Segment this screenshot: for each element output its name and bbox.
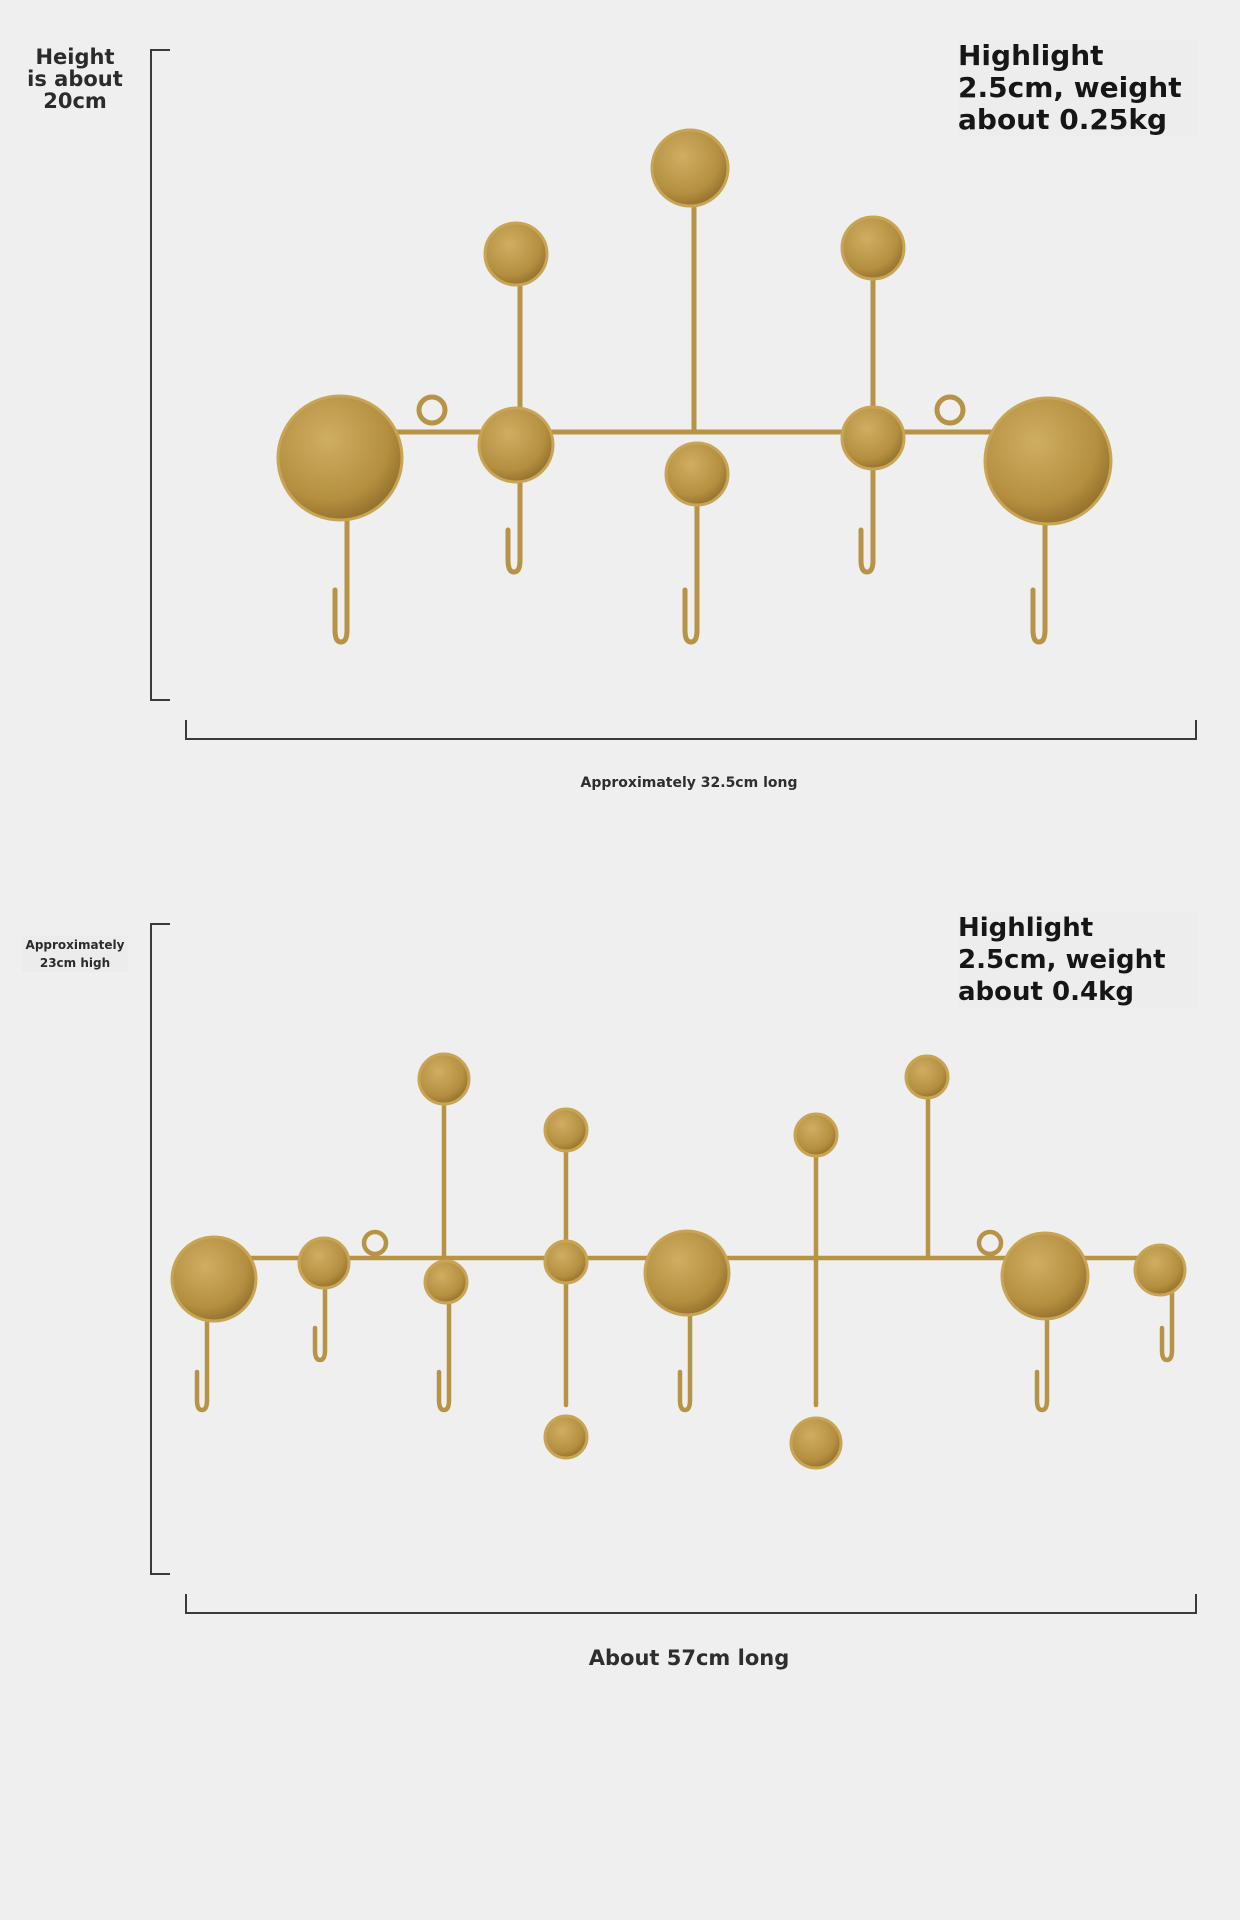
spec-label: Highlight 2.5cm, weight about 0.25kg bbox=[958, 40, 1198, 136]
height-label: Approximately 23cm high bbox=[22, 936, 128, 972]
length-bracket bbox=[185, 1594, 1197, 1614]
height-bracket bbox=[150, 923, 170, 1575]
product-panel-large: Approximately 23cm high Highlight 2.5cm,… bbox=[0, 900, 1240, 1920]
length-label: Approximately 32.5cm long bbox=[580, 775, 798, 791]
wall-hook-rack-small bbox=[276, 128, 1113, 645]
height-bracket bbox=[150, 49, 170, 701]
length-bracket bbox=[185, 720, 1197, 740]
product-panel-small: Height is about 20cm Highlight 2.5cm, we… bbox=[0, 0, 1240, 860]
spec-label: Highlight 2.5cm, weight about 0.4kg bbox=[958, 912, 1198, 1008]
wall-hook-rack-large bbox=[170, 1052, 1187, 1470]
length-label: About 57cm long bbox=[588, 1646, 790, 1670]
height-label: Height is about 20cm bbox=[27, 45, 123, 113]
